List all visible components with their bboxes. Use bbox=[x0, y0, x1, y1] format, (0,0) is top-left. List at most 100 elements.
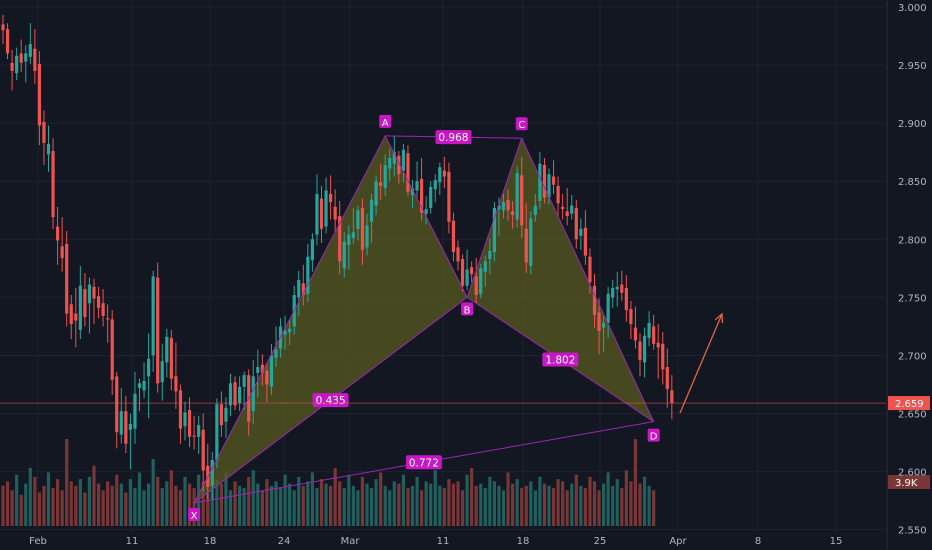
volume-bar bbox=[96, 483, 101, 526]
candle-body bbox=[37, 63, 41, 126]
ratio-label-bd: 1.802 bbox=[545, 355, 575, 367]
volume-bar bbox=[87, 476, 92, 526]
x-tick-label: 24 bbox=[278, 536, 291, 547]
volume-bar bbox=[365, 483, 369, 526]
volume-bar bbox=[219, 483, 223, 526]
candle-body bbox=[670, 390, 674, 404]
pattern-point-d-badge[interactable] bbox=[647, 428, 660, 442]
y-tick-label: 2.700 bbox=[898, 351, 927, 362]
x-tick-label: Feb bbox=[29, 536, 47, 547]
volume-bar bbox=[592, 481, 597, 526]
volume-bar bbox=[374, 479, 378, 526]
pattern-triangle-bcd[interactable] bbox=[467, 138, 654, 422]
volume-bar bbox=[515, 479, 519, 526]
volume-bar bbox=[602, 483, 606, 526]
y-tick-label: 2.750 bbox=[898, 293, 927, 304]
candle-body bbox=[360, 207, 365, 250]
volume-bar bbox=[638, 483, 642, 526]
y-tick-label: 3.000 bbox=[898, 3, 927, 14]
volume-bar bbox=[501, 490, 506, 526]
pattern-triangle-xab[interactable] bbox=[194, 135, 468, 503]
candle-body bbox=[201, 429, 205, 471]
volume-bar bbox=[538, 476, 542, 526]
ratio-badge-ac[interactable] bbox=[435, 130, 472, 145]
pattern-point-x-badge[interactable] bbox=[188, 507, 201, 521]
volume-bar bbox=[456, 481, 460, 526]
candle-body bbox=[128, 423, 132, 430]
pattern-point-x-label: X bbox=[191, 511, 198, 522]
candle-body bbox=[87, 284, 92, 304]
pattern-point-a-badge[interactable] bbox=[379, 114, 392, 128]
volume-bar bbox=[406, 488, 410, 526]
volume-bar bbox=[128, 479, 132, 526]
candle-body bbox=[392, 152, 396, 164]
volume-bar bbox=[479, 483, 483, 526]
candle-body bbox=[661, 343, 665, 370]
pattern-point-b-badge[interactable] bbox=[461, 302, 474, 316]
volume-bar bbox=[442, 488, 446, 526]
xabcd-pattern-fill[interactable] bbox=[194, 135, 654, 503]
candle-body bbox=[488, 250, 492, 260]
volume-bar bbox=[215, 479, 219, 526]
candle-body bbox=[106, 318, 110, 320]
candle-body bbox=[520, 175, 524, 226]
volume-bar bbox=[342, 488, 346, 526]
candle-body bbox=[333, 206, 337, 220]
candle-body bbox=[242, 375, 246, 387]
volume-bar bbox=[506, 472, 510, 526]
candle-body bbox=[374, 181, 378, 206]
volume-bar bbox=[119, 483, 123, 526]
candle-body bbox=[338, 216, 342, 262]
candle-body bbox=[620, 284, 624, 293]
xabcd-pattern-lines[interactable]: X A B C D 0.435 0.968 1.802 0.772 bbox=[188, 114, 660, 522]
candle-body bbox=[92, 286, 96, 299]
volume-bar bbox=[615, 479, 619, 526]
ratio-badge-bd[interactable] bbox=[542, 352, 579, 367]
candle-body bbox=[401, 149, 405, 171]
candle-body bbox=[42, 121, 46, 143]
projection-arrow-head[interactable] bbox=[714, 312, 724, 324]
volume-bar bbox=[624, 470, 628, 526]
volume-bar bbox=[197, 474, 201, 526]
volume-bar bbox=[415, 476, 419, 526]
volume-bar bbox=[488, 476, 492, 526]
volume-bar bbox=[160, 488, 164, 526]
candle-body bbox=[642, 335, 647, 363]
candle-body bbox=[74, 313, 78, 321]
candle-body bbox=[83, 289, 87, 318]
candle-body bbox=[415, 181, 419, 191]
volume-bar bbox=[451, 483, 456, 526]
volume-bar bbox=[192, 488, 196, 526]
ratio-badge-xb[interactable] bbox=[312, 393, 349, 408]
volume-bar bbox=[288, 483, 292, 526]
candle-body bbox=[479, 268, 483, 294]
volume-bar bbox=[356, 490, 360, 526]
candle-body bbox=[447, 171, 451, 222]
candle-body bbox=[565, 211, 569, 217]
candle-body bbox=[588, 256, 592, 283]
volume-bar bbox=[142, 490, 146, 526]
candle-body bbox=[310, 239, 314, 261]
ratio-badge-xd[interactable] bbox=[405, 455, 442, 470]
volume-bar bbox=[474, 485, 478, 526]
volume-bar bbox=[460, 490, 465, 526]
x-tick-label: Mar bbox=[341, 536, 361, 547]
projection-arrow-shaft[interactable] bbox=[679, 313, 723, 414]
candle-body bbox=[347, 234, 351, 246]
candle-body bbox=[524, 228, 528, 263]
candle-body bbox=[96, 296, 101, 308]
pattern-line-bc[interactable] bbox=[466, 138, 523, 298]
pattern-point-c-badge[interactable] bbox=[515, 117, 528, 131]
pattern-line-xa[interactable] bbox=[193, 135, 386, 504]
volume-bar bbox=[652, 490, 656, 526]
volume-bar bbox=[351, 485, 355, 526]
candle-body bbox=[433, 180, 437, 190]
candle-body bbox=[33, 48, 37, 71]
candle-body bbox=[15, 55, 19, 74]
pattern-line-ab[interactable] bbox=[384, 135, 468, 298]
pattern-point-b-label: B bbox=[464, 305, 471, 316]
candle-body bbox=[456, 247, 460, 262]
pattern-line-cd[interactable] bbox=[521, 138, 655, 422]
candle-body bbox=[369, 199, 374, 222]
